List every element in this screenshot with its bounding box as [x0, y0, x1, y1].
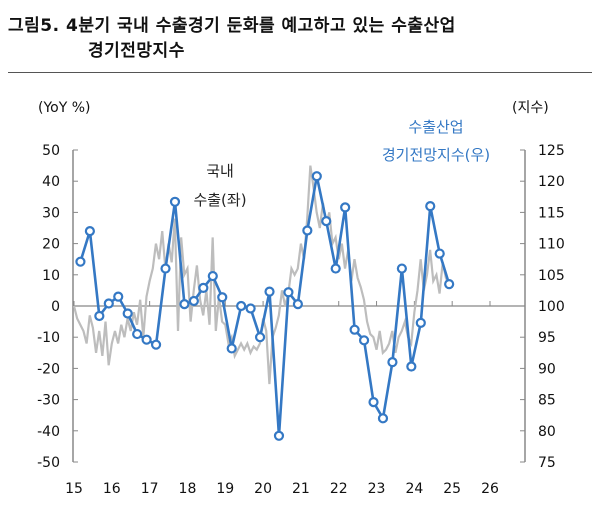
- index-point: [415, 317, 426, 328]
- right-tick-label: 105: [538, 268, 565, 284]
- title-line-1: 그림5. 4분기 국내 수출경기 둔화를 예고하고 있는 수출산업: [8, 16, 456, 36]
- x-tick-label: 16: [103, 481, 121, 497]
- index-point: [141, 334, 152, 345]
- index-point: [340, 202, 351, 213]
- x-tick-label: 24: [405, 481, 423, 497]
- index-point: [75, 256, 86, 267]
- title-line-2: 경기전망지수: [88, 41, 185, 61]
- left-axis-label: (YoY %): [38, 100, 91, 116]
- index-point: [254, 332, 266, 343]
- series-label-index-1: 수출산업: [408, 118, 463, 136]
- index-point: [377, 413, 389, 424]
- right-tick-label: 85: [538, 393, 556, 409]
- x-tick-label: 21: [292, 481, 310, 497]
- index-point: [207, 270, 218, 282]
- index-point: [113, 291, 124, 302]
- index-point: [434, 248, 445, 259]
- index-point: [169, 196, 181, 207]
- index-point: [217, 292, 228, 303]
- x-tick-label: 25: [443, 481, 461, 497]
- right-tick-label: 75: [538, 455, 556, 471]
- right-tick-label: 80: [538, 424, 556, 440]
- x-tick-label: 22: [330, 481, 348, 497]
- left-tick-label: -40: [37, 424, 60, 440]
- index-point: [150, 339, 162, 350]
- left-tick-label: 10: [42, 268, 60, 284]
- right-tick-label: 125: [538, 143, 565, 159]
- left-tick-label: 30: [42, 205, 60, 221]
- series-label-index-2: 경기전망지수(우): [382, 146, 490, 164]
- x-tick-label: 19: [216, 481, 234, 497]
- index-point: [311, 171, 322, 182]
- export-industry-index-line: [79, 175, 451, 436]
- index-point: [302, 225, 313, 236]
- index-point: [396, 263, 407, 274]
- index-point: [160, 263, 171, 274]
- x-tick-label: 26: [481, 481, 499, 497]
- index-point: [425, 201, 436, 212]
- right-tick-label: 95: [538, 330, 556, 346]
- index-point: [444, 279, 455, 290]
- x-tick-label: 18: [179, 481, 197, 497]
- x-tick-label: 20: [254, 481, 272, 497]
- left-tick-label: -30: [37, 393, 60, 409]
- index-point: [387, 357, 398, 368]
- index-point: [245, 303, 256, 314]
- index-point: [84, 226, 95, 237]
- left-tick-label: 40: [42, 174, 60, 190]
- index-point: [368, 396, 379, 408]
- index-point: [179, 299, 190, 310]
- index-point: [406, 361, 417, 372]
- index-point: [273, 430, 285, 441]
- right-tick-label: 110: [538, 237, 565, 253]
- index-point: [292, 299, 303, 310]
- index-point: [264, 286, 275, 297]
- left-tick-label: 0: [51, 299, 60, 315]
- right-tick-label: 120: [538, 174, 565, 190]
- index-point: [122, 308, 133, 319]
- series-label-exports-2: 수출(좌): [193, 191, 246, 209]
- index-point: [94, 310, 105, 322]
- index-point: [132, 328, 143, 340]
- index-point: [321, 216, 332, 227]
- series-label-exports-1: 국내: [206, 162, 234, 180]
- index-point: [349, 324, 360, 335]
- index-point: [358, 335, 370, 346]
- index-point: [283, 287, 294, 298]
- title-divider: [8, 72, 592, 73]
- right-tick-label: 90: [538, 361, 556, 377]
- index-point: [236, 300, 247, 312]
- left-tick-label: 50: [42, 143, 60, 159]
- right-axis-label: (지수): [512, 100, 549, 116]
- index-point: [226, 343, 237, 354]
- chart-title: 그림5. 4분기 국내 수출경기 둔화를 예고하고 있는 수출산업 경기전망지수: [8, 14, 456, 64]
- left-tick-label: -50: [37, 455, 60, 471]
- index-point: [188, 295, 199, 307]
- x-tick-label: 23: [368, 481, 386, 497]
- index-point: [198, 282, 209, 294]
- x-tick-label: 15: [65, 481, 83, 497]
- left-tick-label: 20: [42, 237, 60, 253]
- right-tick-label: 115: [538, 205, 565, 221]
- left-tick-label: -10: [37, 330, 60, 346]
- right-tick-label: 100: [538, 299, 565, 315]
- index-point: [330, 263, 341, 274]
- x-tick-label: 17: [141, 481, 159, 497]
- left-tick-label: -20: [37, 361, 60, 377]
- index-point: [103, 298, 114, 309]
